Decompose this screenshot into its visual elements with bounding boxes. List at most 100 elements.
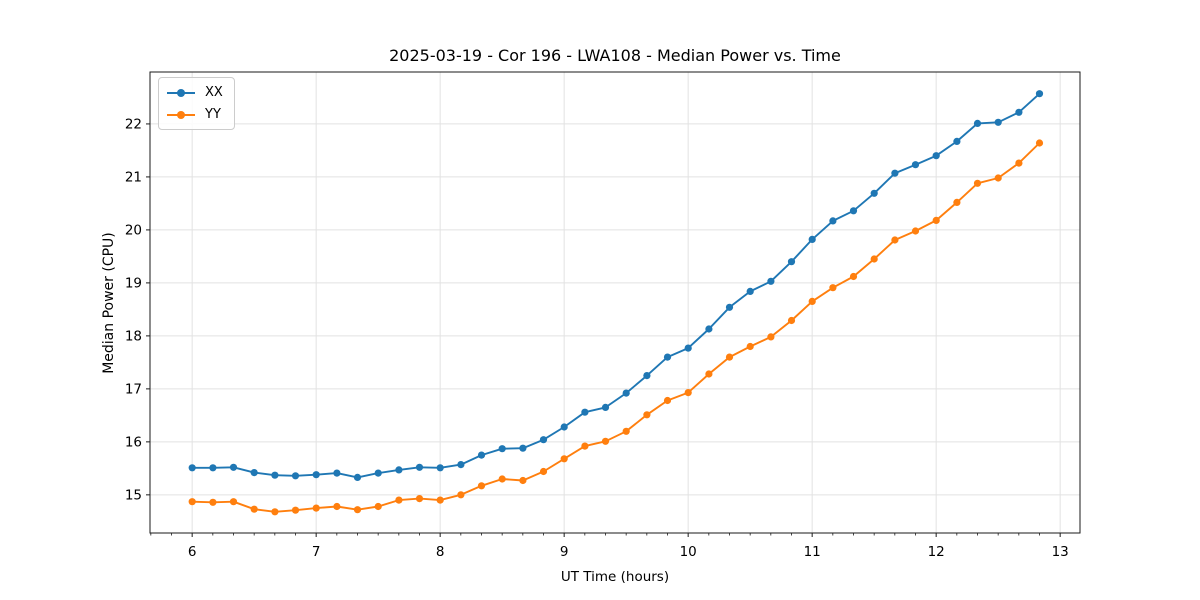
- data-point-yy: [1035, 139, 1044, 147]
- data-point-xx: [312, 471, 320, 479]
- data-point-yy: [643, 411, 651, 419]
- data-point-xx: [250, 469, 258, 477]
- data-point-xx: [663, 353, 672, 361]
- data-point-yy: [1015, 159, 1023, 167]
- data-point-yy: [312, 504, 320, 512]
- data-point-yy: [684, 389, 692, 397]
- data-point-yy: [436, 496, 444, 504]
- data-point-yy: [250, 505, 258, 513]
- data-point-yy: [333, 502, 341, 511]
- x-axis-label: UT Time (hours): [560, 569, 670, 585]
- y-tick-label: 22: [125, 116, 142, 132]
- data-point-yy: [601, 437, 610, 445]
- data-point-yy: [415, 495, 424, 503]
- data-point-xx: [684, 344, 692, 352]
- data-point-xx: [767, 277, 775, 285]
- data-point-xx: [519, 444, 527, 452]
- data-point-xx: [560, 423, 568, 431]
- legend-marker-yy-icon: [167, 110, 195, 119]
- data-point-xx: [374, 469, 382, 477]
- data-point-yy: [663, 396, 672, 405]
- data-point-yy: [767, 333, 775, 341]
- data-point-yy: [891, 236, 899, 244]
- data-point-yy: [209, 498, 217, 506]
- y-tick-label: 20: [125, 222, 142, 238]
- data-point-yy: [849, 272, 858, 281]
- y-tick-label: 17: [125, 381, 142, 397]
- data-point-yy: [457, 491, 465, 499]
- series-line-yy: [192, 142, 1041, 513]
- data-point-xx: [746, 287, 754, 295]
- data-point-xx: [932, 152, 940, 160]
- data-point-yy: [746, 342, 754, 351]
- data-point-yy: [829, 284, 837, 292]
- data-point-yy: [953, 198, 961, 206]
- data-point-yy: [229, 498, 238, 506]
- data-point-xx: [849, 207, 858, 215]
- data-point-yy: [498, 475, 506, 483]
- data-point-xx: [333, 469, 341, 477]
- data-point-xx: [353, 473, 362, 481]
- data-point-xx: [622, 389, 630, 397]
- legend-marker-xx-icon: [167, 88, 195, 97]
- data-point-yy: [374, 502, 382, 511]
- data-point-xx: [973, 119, 982, 127]
- data-point-yy: [477, 482, 486, 490]
- data-point-xx: [457, 461, 465, 469]
- data-point-xx: [291, 472, 300, 480]
- data-point-xx: [808, 235, 816, 243]
- x-tick-label: 13: [1052, 544, 1069, 560]
- data-point-yy: [808, 297, 816, 305]
- data-point-xx: [436, 464, 444, 472]
- data-point-yy: [539, 467, 548, 476]
- plot-border: [149, 71, 1081, 534]
- data-point-xx: [870, 189, 878, 197]
- data-point-yy: [973, 179, 982, 187]
- x-tick-label: 9: [560, 544, 569, 560]
- data-point-xx: [601, 403, 610, 411]
- data-point-yy: [291, 506, 300, 514]
- x-tick-label: 8: [436, 544, 445, 560]
- data-point-xx: [209, 464, 217, 472]
- data-point-xx: [271, 471, 279, 479]
- data-point-yy: [271, 508, 279, 516]
- data-point-xx: [1015, 108, 1023, 116]
- legend-entry-xx: XX: [166, 83, 223, 102]
- data-point-xx: [188, 464, 196, 472]
- y-tick-label: 21: [125, 169, 142, 185]
- data-point-yy: [911, 227, 920, 235]
- legend-entry-yy: YY: [166, 105, 223, 124]
- data-point-xx: [477, 451, 486, 459]
- data-point-xx: [911, 161, 920, 169]
- data-point-xx: [539, 436, 548, 444]
- data-point-xx: [787, 258, 796, 266]
- legend: XX YY: [158, 77, 235, 130]
- y-tick-label: 19: [125, 275, 142, 291]
- series-line-xx: [192, 92, 1041, 479]
- data-point-xx: [498, 445, 506, 453]
- data-point-xx: [705, 325, 713, 333]
- chart-title: 2025-03-19 - Cor 196 - LWA108 - Median P…: [389, 46, 841, 65]
- data-point-yy: [932, 216, 940, 224]
- x-tick-label: 6: [188, 544, 197, 560]
- data-point-xx: [891, 169, 899, 177]
- data-point-xx: [953, 137, 961, 145]
- x-tick-label: 12: [928, 544, 945, 560]
- data-point-yy: [622, 427, 630, 435]
- data-point-xx: [725, 303, 734, 311]
- data-point-xx: [581, 408, 589, 416]
- legend-label-yy: YY: [205, 107, 221, 122]
- data-point-yy: [188, 498, 196, 506]
- legend-label-xx: XX: [205, 85, 223, 100]
- data-point-yy: [519, 476, 527, 485]
- data-point-yy: [353, 506, 362, 514]
- y-axis-label: Median Power (CPU): [101, 232, 117, 374]
- data-point-xx: [643, 372, 651, 380]
- data-point-yy: [994, 174, 1002, 182]
- y-tick-label: 16: [125, 434, 142, 450]
- data-point-yy: [581, 442, 589, 450]
- data-point-yy: [787, 316, 796, 325]
- data-point-yy: [725, 353, 734, 361]
